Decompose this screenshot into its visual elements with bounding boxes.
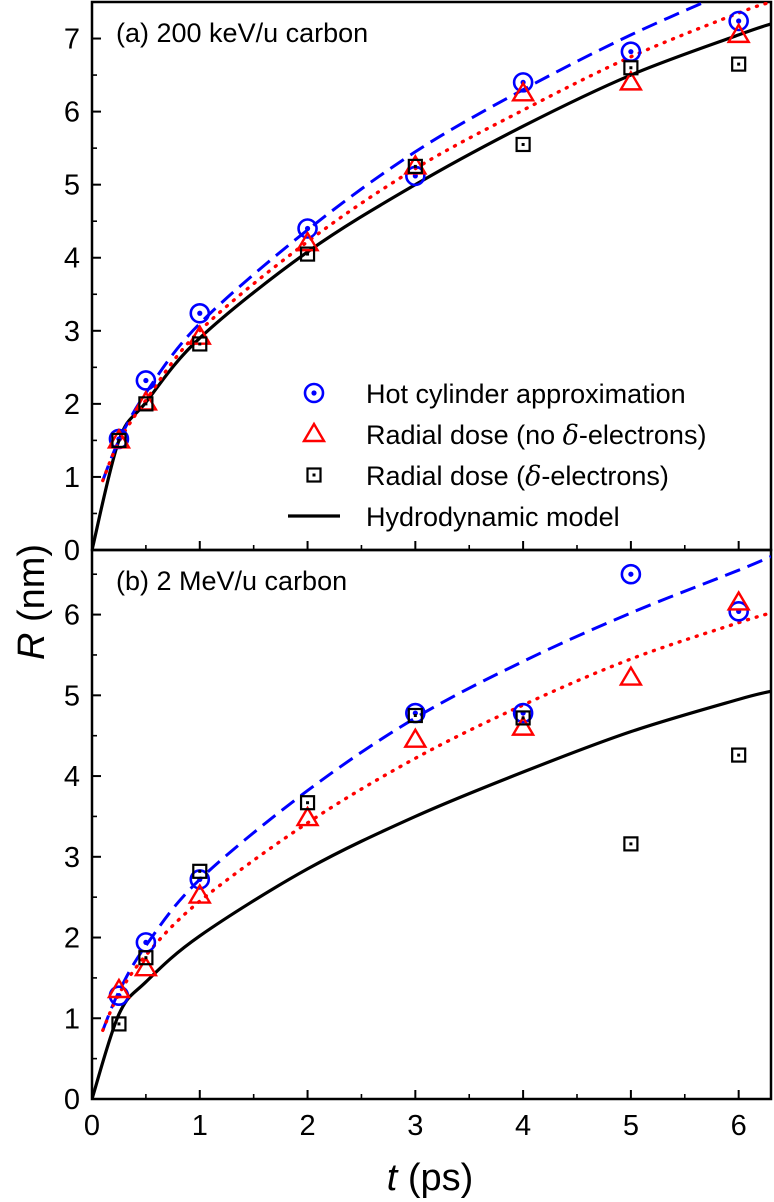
y-tick-label-a-3: 3	[64, 316, 80, 348]
point-triangle-b-0	[106, 977, 132, 999]
legend-label-pre: Radial dose (	[366, 461, 525, 491]
point-square-dot-a-5	[515, 136, 531, 153]
y-tick-label-a-4: 4	[64, 243, 80, 275]
legend: Hot cylinder approximation Radial dose (n…	[288, 379, 706, 532]
legend-label-pre: Hydrodynamic model	[366, 502, 620, 532]
y-tick-label-b-0: 0	[64, 1084, 80, 1116]
x-tick-label-0: 0	[84, 1110, 100, 1142]
point-circle-dot-b-1	[135, 932, 157, 953]
y-tick-label-b-1: 1	[64, 1003, 80, 1035]
legend-label-pre: Hot cylinder approximation	[366, 379, 686, 409]
point-circle-dot-b-5	[620, 563, 642, 585]
point-square-dot-b-2	[192, 863, 208, 879]
point-circle-dot-a-1	[135, 370, 157, 391]
point-circle-dot-a-2	[189, 302, 211, 324]
series-dotted-b	[101, 611, 771, 1033]
point-square-dot-a-4	[407, 158, 423, 174]
point-square-dot-b-6	[623, 836, 639, 852]
panel-b-frame	[90, 548, 773, 1101]
legend-label-post: -electrons)	[579, 420, 707, 450]
legend-label-0: Hot cylinder approximation	[366, 379, 686, 409]
legend-entry-1: Radial dose (no δ-electrons)	[301, 420, 706, 451]
y-tick-label-b-4: 4	[64, 761, 80, 793]
legend-marker-0	[303, 382, 325, 404]
panel-a-curves	[92, 2, 771, 550]
x-tick-label-4: 4	[515, 1110, 531, 1142]
panel-b-ticks: 0 1 2 3 4 5 6 0 1 2 3 4 5 6	[64, 573, 747, 1142]
panel-b-curves	[92, 555, 771, 1099]
y-tick-label-b-5: 5	[64, 680, 80, 712]
point-square-dot-a-6	[623, 60, 639, 76]
point-circle-dot-a-3	[297, 218, 318, 239]
legend-label-1: Radial dose (no δ-electrons)	[366, 420, 706, 451]
y-tick-label-a-0: 0	[64, 535, 80, 567]
point-triangle-b-2	[187, 883, 212, 904]
legend-marker-2	[306, 467, 322, 483]
point-triangle-a-3	[295, 230, 320, 252]
point-square-dot-b-5	[515, 710, 531, 726]
point-square-dot-a-1	[138, 396, 154, 412]
panel-b-label: (b) 2 MeV/u carbon	[116, 566, 347, 596]
x-tick-label-3: 3	[407, 1110, 423, 1142]
legend-label-3: Hydrodynamic model	[366, 502, 620, 532]
x-tick-label-2: 2	[299, 1110, 315, 1142]
point-triangle-b-5	[511, 715, 536, 736]
y-tick-label-b-6: 6	[64, 600, 80, 632]
point-square-dot-a-0	[111, 432, 127, 448]
legend-entry-2: Radial dose (δ-electrons)	[306, 461, 669, 492]
panel-b: 0 1 2 3 4 5 6 0 1 2 3 4 5 6 (b) 2 MeV/u carbon	[64, 548, 773, 1142]
point-square-dot-a-3	[299, 246, 316, 262]
panel-a: 0 1 2 3 4 5 6 7 (a) 200 keV/u carbon Hot cylind…	[64, 0, 773, 567]
x-tick-label-6: 6	[731, 1110, 747, 1142]
point-triangle-b-4	[403, 727, 428, 748]
y-tick-label-a-1: 1	[64, 462, 80, 494]
series-dashed-a	[101, 2, 709, 482]
point-square-dot-b-1	[138, 950, 154, 966]
legend-label-delta: δ	[525, 461, 541, 492]
y-axis-title: R (nm)	[11, 544, 53, 660]
panel-a-label: (a) 200 keV/u carbon	[116, 18, 368, 48]
legend-label-2: Radial dose (δ-electrons)	[366, 461, 669, 492]
legend-entry-3: Hydrodynamic model	[288, 502, 620, 532]
y-tick-label-a-5: 5	[64, 170, 80, 202]
point-square-dot-b-0	[111, 1016, 127, 1032]
point-square-dot-a-7	[731, 56, 747, 72]
y-tick-label-b-2: 2	[64, 923, 80, 955]
x-tick-label-5: 5	[623, 1110, 639, 1142]
point-triangle-a-6	[618, 70, 643, 91]
series-solid-b	[92, 689, 771, 1099]
x-tick-label-1: 1	[192, 1110, 208, 1142]
point-square-dot-b-4	[407, 707, 423, 724]
panel-b-markers	[106, 563, 751, 1032]
point-triangle-a-7	[726, 22, 751, 44]
panel-a-markers	[106, 10, 751, 450]
point-triangle-b-3	[295, 805, 320, 827]
x-axis-title: t (ps)	[387, 1157, 474, 1199]
point-square-dot-a-2	[192, 336, 208, 352]
panel-a-ticks: 0 1 2 3 4 5 6 7	[64, 24, 740, 567]
point-triangle-a-5	[511, 80, 536, 102]
point-circle-dot-a-7	[728, 10, 749, 32]
legend-label-post: -electrons)	[541, 461, 669, 491]
point-triangle-b-1	[133, 955, 158, 977]
y-tick-label-a-6: 6	[64, 97, 80, 129]
series-dashed-b	[101, 555, 771, 1031]
legend-label-delta: δ	[563, 420, 579, 451]
point-triangle-b-7	[726, 590, 751, 611]
y-tick-label-a-2: 2	[64, 389, 80, 421]
legend-label-pre: Radial dose (no	[366, 420, 563, 450]
y-tick-label-a-7: 7	[64, 24, 80, 56]
legend-marker-1	[301, 421, 327, 443]
point-square-dot-b-3	[299, 795, 316, 811]
series-dotted-a	[101, 2, 771, 483]
y-tick-label-b-3: 3	[64, 842, 80, 874]
point-square-dot-b-7	[731, 747, 747, 763]
legend-entry-0: Hot cylinder approximation	[303, 379, 686, 409]
point-triangle-b-6	[618, 665, 643, 686]
